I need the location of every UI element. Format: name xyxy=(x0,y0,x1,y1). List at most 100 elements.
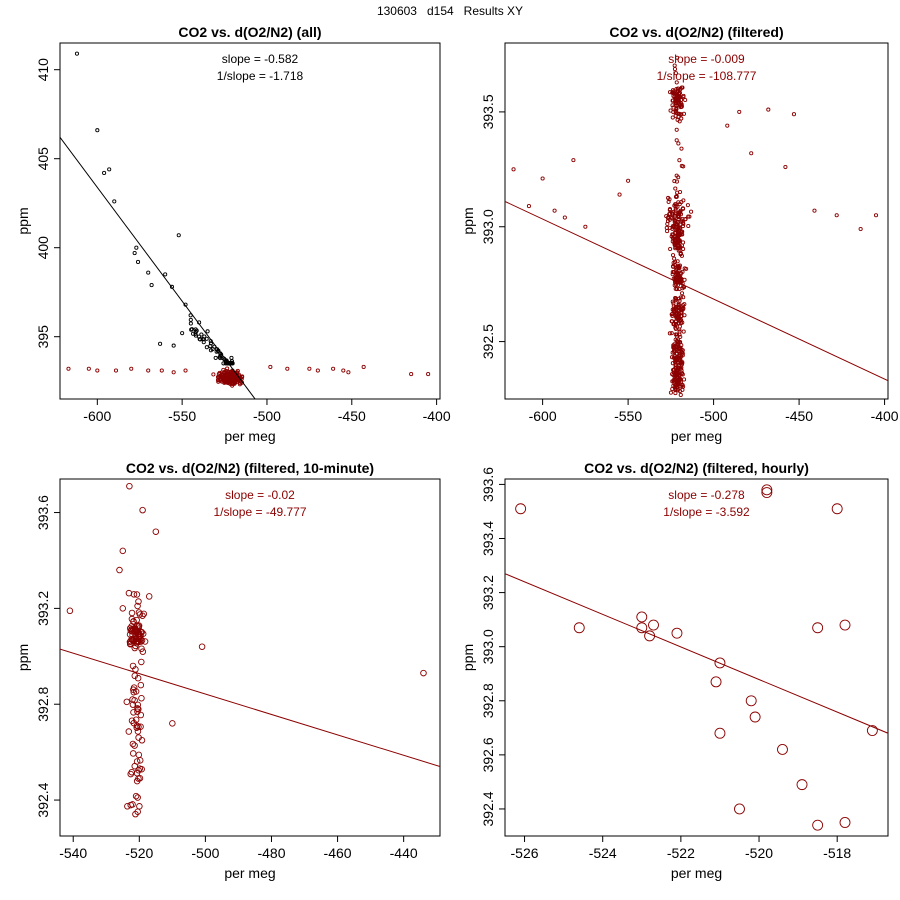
data-point xyxy=(684,266,689,271)
data-point xyxy=(676,175,681,180)
data-point xyxy=(132,792,140,800)
y-tick-label: 393.2 xyxy=(35,591,51,626)
data-point xyxy=(136,803,143,810)
data-point xyxy=(679,146,684,151)
plot-frame xyxy=(504,478,889,837)
data-point xyxy=(668,247,673,252)
data-point xyxy=(678,225,683,230)
data-point xyxy=(113,368,119,373)
data-point xyxy=(676,141,681,146)
data-point xyxy=(675,236,680,241)
data-point xyxy=(671,627,683,639)
data-point xyxy=(673,319,678,324)
data-point xyxy=(205,329,210,334)
data-point xyxy=(681,206,686,211)
data-point xyxy=(221,361,226,366)
x-tick-label: -450 xyxy=(338,408,366,424)
x-tick-label: -400 xyxy=(423,408,451,424)
chart-panel-1: CO2 vs. d(O2/N2) (all) -600 -550 -500 -450 -4… xyxy=(15,24,451,444)
data-point xyxy=(139,506,146,514)
data-point xyxy=(128,635,135,643)
data-point xyxy=(138,637,146,644)
data-point xyxy=(677,265,682,271)
slope-annotation: 1/slope = -108.777 xyxy=(657,69,757,83)
data-point xyxy=(420,669,427,677)
data-point xyxy=(680,229,685,234)
data-point xyxy=(119,547,127,555)
data-point xyxy=(66,366,71,371)
data-point xyxy=(129,701,137,708)
data-point xyxy=(777,744,788,755)
slope-annotation: 1/slope = -49.777 xyxy=(213,505,306,519)
data-point xyxy=(674,138,679,143)
chart-title: CO2 vs. d(O2/N2) (filtered) xyxy=(609,24,783,40)
y-tick-label: 392.8 xyxy=(480,683,496,718)
data-point xyxy=(188,317,193,322)
data-point xyxy=(673,186,678,191)
data-point xyxy=(680,240,686,245)
data-point xyxy=(677,158,682,163)
data-point xyxy=(791,112,797,117)
y-tick-label: 393.6 xyxy=(35,495,51,530)
data-point xyxy=(116,566,123,574)
data-point xyxy=(315,368,320,373)
data-point xyxy=(677,319,682,324)
data-point xyxy=(526,204,531,209)
data-point xyxy=(737,109,742,114)
data-point xyxy=(130,684,138,691)
data-point xyxy=(670,361,675,366)
data-point xyxy=(681,95,686,100)
plot-frame xyxy=(59,42,441,400)
data-point xyxy=(664,225,669,230)
data-point xyxy=(673,307,679,312)
data-point xyxy=(873,213,879,218)
x-axis-label: per meg xyxy=(671,428,722,444)
data-point xyxy=(159,368,164,373)
chart-panel-2: CO2 vs. d(O2/N2) (filtered) -600 -550 -500 -… xyxy=(460,24,899,444)
slope-annotation: 1/slope = -1.718 xyxy=(217,69,304,83)
y-tick-label: 393.4 xyxy=(480,521,496,556)
data-point xyxy=(136,757,144,764)
x-axis-label: per meg xyxy=(671,865,722,881)
data-point xyxy=(674,377,679,382)
data-point xyxy=(232,381,237,386)
data-point xyxy=(677,389,682,394)
x-tick-label: -550 xyxy=(168,408,196,424)
data-point xyxy=(679,112,684,117)
data-point xyxy=(346,370,351,375)
data-point xyxy=(673,259,678,264)
chart-panel-4: CO2 vs. d(O2/N2) (filtered, hourly) -526 -… xyxy=(460,460,889,881)
y-axis-label: ppm xyxy=(460,207,476,234)
points-layer xyxy=(66,482,427,818)
x-axis-label: per meg xyxy=(224,865,275,881)
data-point xyxy=(812,208,817,213)
data-point xyxy=(670,115,675,120)
data-point xyxy=(133,591,141,598)
data-point xyxy=(132,716,140,723)
data-point xyxy=(213,355,218,360)
y-tick-label: 393.0 xyxy=(480,209,496,244)
data-point xyxy=(680,361,685,366)
data-point xyxy=(341,368,346,373)
data-point xyxy=(198,643,206,650)
data-point xyxy=(681,384,686,389)
data-point xyxy=(679,310,684,315)
data-point xyxy=(725,123,730,128)
data-point xyxy=(636,611,648,623)
data-point xyxy=(197,334,202,339)
data-point xyxy=(137,711,145,719)
data-point xyxy=(210,347,215,352)
data-point xyxy=(124,803,131,810)
data-point xyxy=(409,372,414,377)
data-point xyxy=(666,199,671,204)
data-point xyxy=(671,304,676,309)
data-point xyxy=(134,728,142,735)
data-point xyxy=(672,179,677,184)
y-tick-label: 393.2 xyxy=(480,575,496,610)
data-point xyxy=(208,341,213,346)
data-point xyxy=(672,350,677,355)
data-point xyxy=(169,720,176,727)
data-point xyxy=(679,368,684,373)
regression-line xyxy=(60,137,256,399)
data-point xyxy=(674,103,679,108)
